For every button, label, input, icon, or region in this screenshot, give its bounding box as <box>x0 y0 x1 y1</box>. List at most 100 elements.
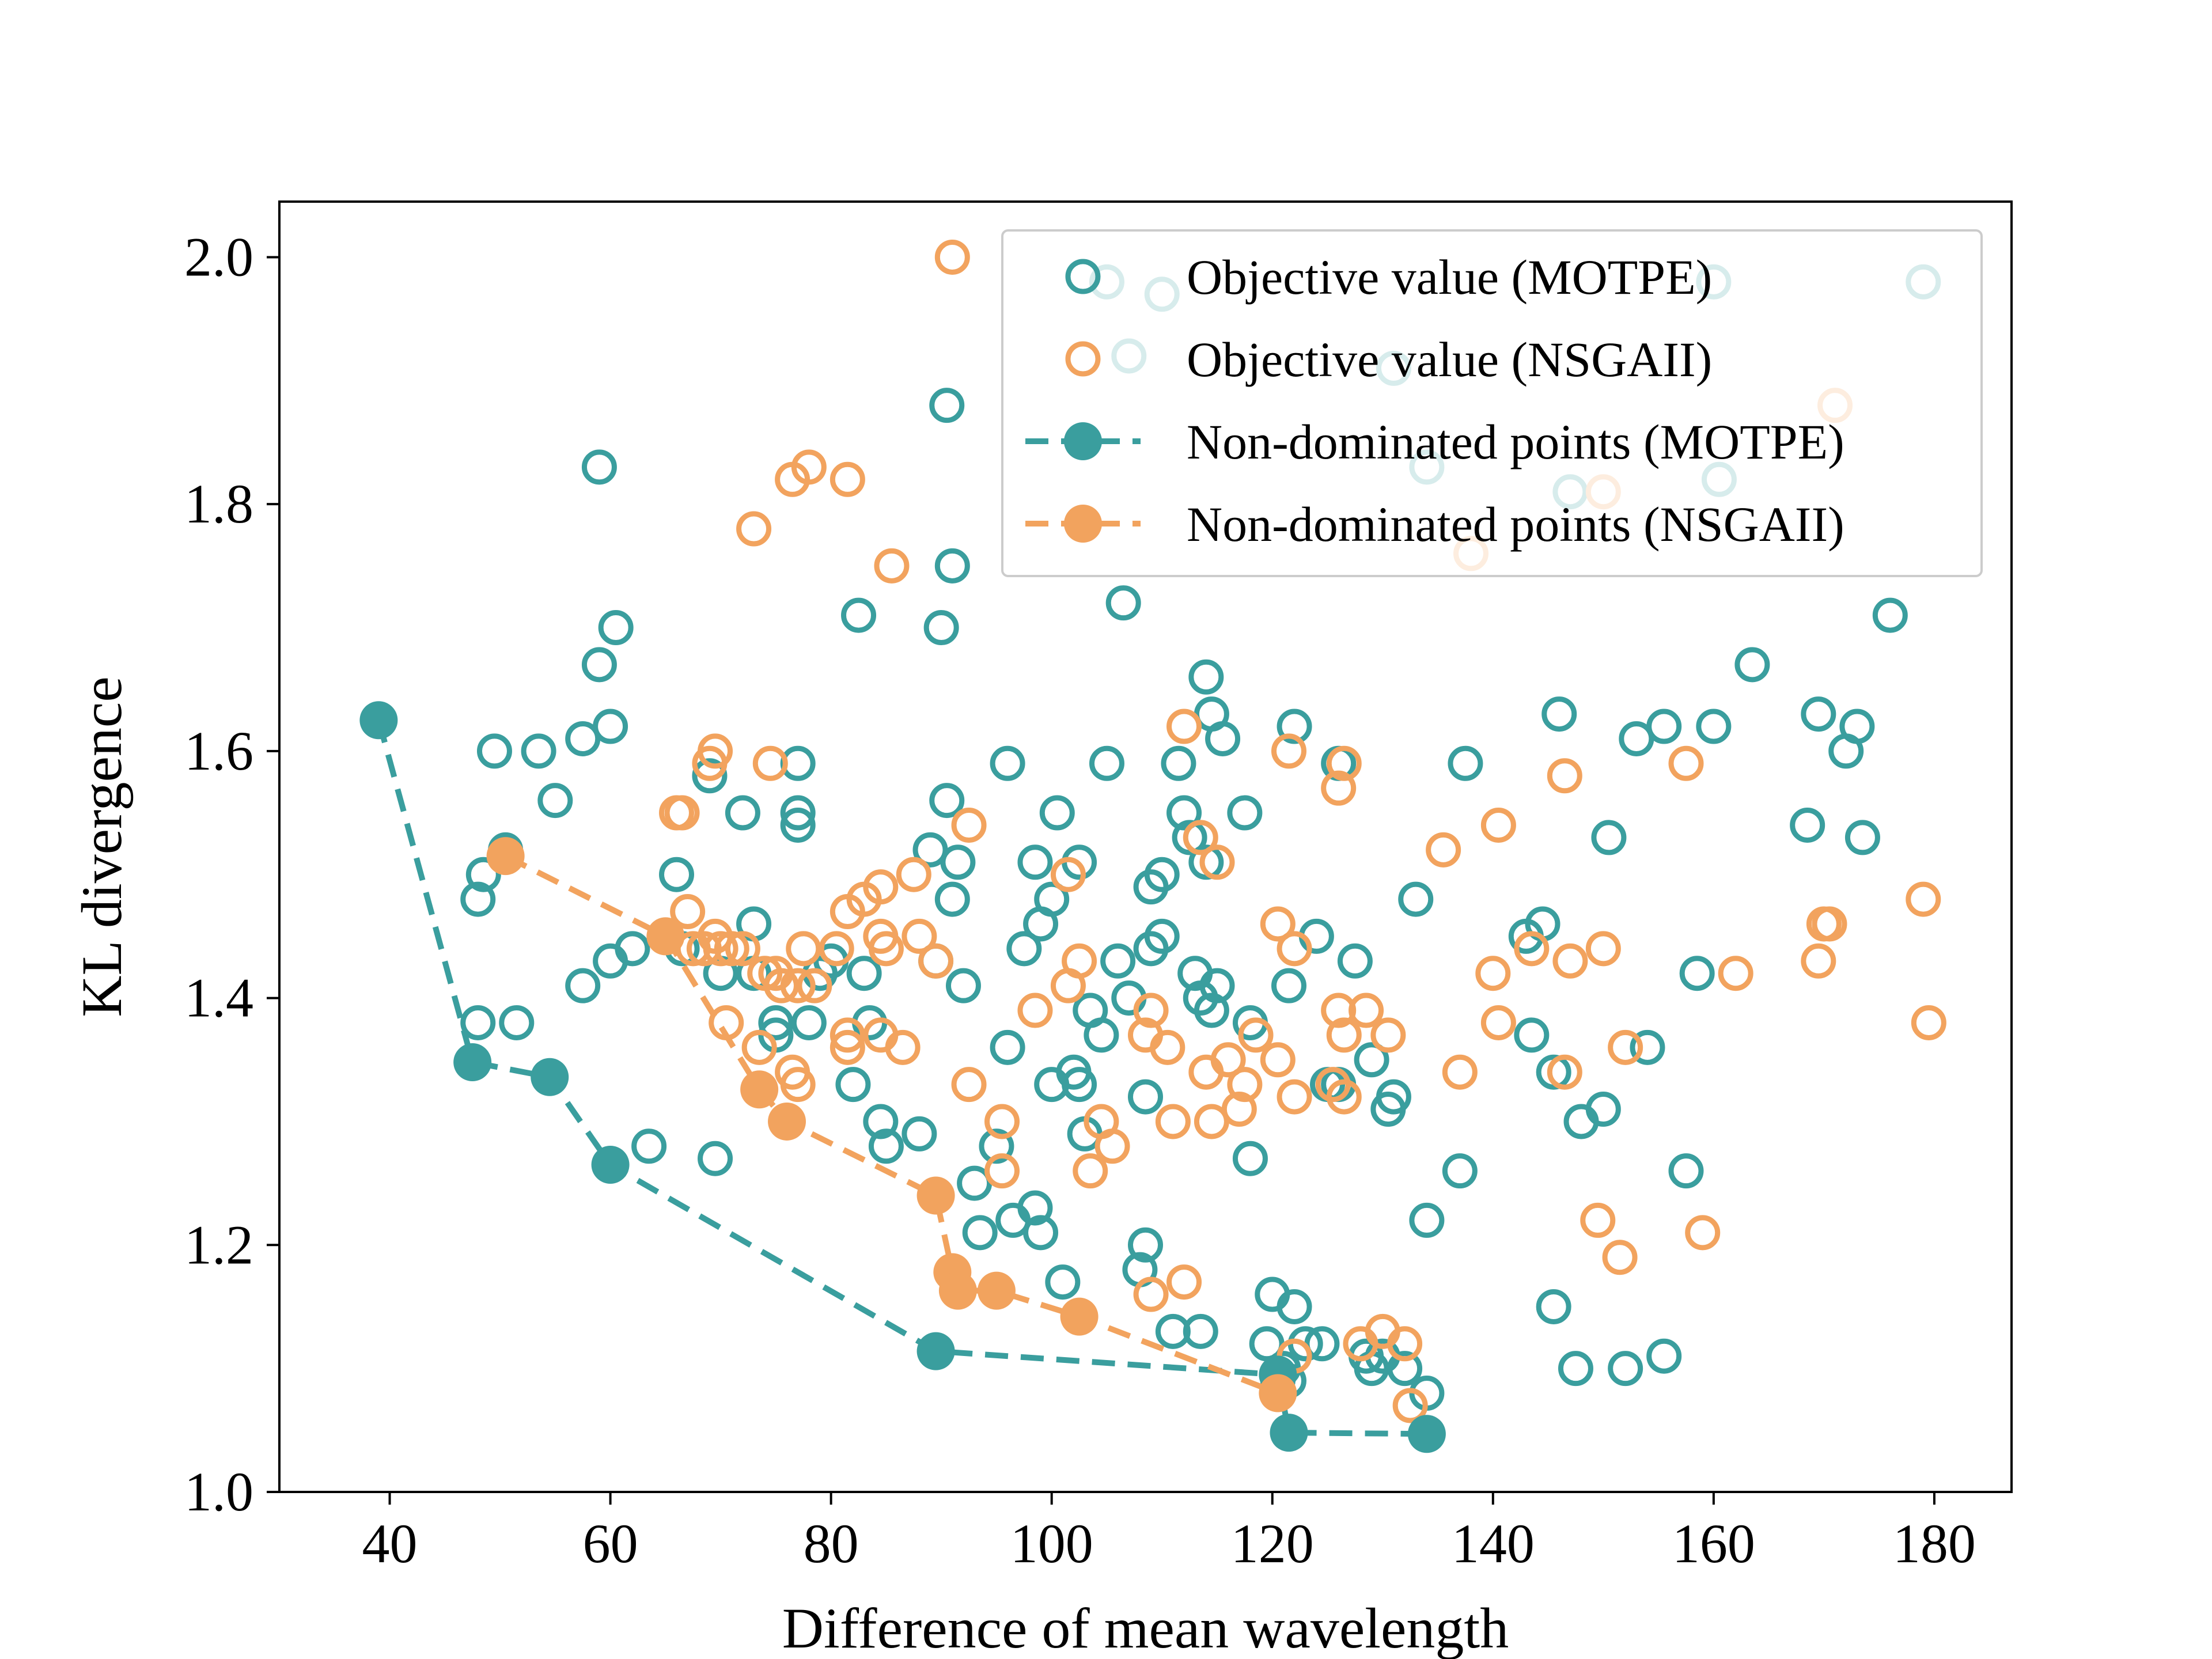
plot-area-frame <box>278 200 2013 1493</box>
data-point <box>957 1165 993 1201</box>
non-dominated-point <box>1060 1297 1099 1336</box>
data-point <box>1696 709 1732 744</box>
non-dominated-point <box>768 1102 806 1141</box>
data-point <box>780 968 816 1003</box>
data-point <box>1326 1017 1362 1053</box>
data-point <box>1580 1202 1616 1238</box>
non-dominated-point <box>453 1043 492 1082</box>
data-point <box>1906 881 1941 917</box>
data-point <box>984 1104 1020 1139</box>
data-point <box>725 931 760 967</box>
data-point <box>1337 943 1373 979</box>
data-point <box>1646 1338 1682 1374</box>
legend-entry: Objective value (NSGAII) <box>1065 332 1712 387</box>
x-tick-label: 100 <box>1010 1513 1093 1574</box>
data-point <box>929 783 965 819</box>
data-point <box>1685 1215 1721 1251</box>
data-point <box>1679 956 1715 991</box>
y-tick-label: 2.0 <box>184 226 253 287</box>
data-point <box>537 783 573 819</box>
data-point <box>1304 1326 1340 1362</box>
data-point <box>1034 881 1070 917</box>
data-point <box>885 1029 921 1065</box>
y-tick-label: 1.8 <box>184 473 253 535</box>
x-tick-label: 180 <box>1893 1513 1976 1574</box>
x-tick-label: 60 <box>583 1513 638 1574</box>
data-point <box>1734 647 1770 683</box>
data-point <box>1150 1029 1185 1065</box>
data-point <box>1585 1092 1621 1127</box>
legend-marker <box>1064 422 1102 460</box>
data-point <box>499 1005 535 1040</box>
data-point <box>835 1067 871 1103</box>
data-point <box>1536 1289 1571 1324</box>
data-point <box>940 844 976 880</box>
non-dominated-point <box>1270 1414 1308 1452</box>
non-dominated-point <box>359 701 398 740</box>
legend-label: Objective value (NSGAII) <box>1187 332 1712 387</box>
data-point <box>1812 906 1847 942</box>
data-point <box>929 388 965 423</box>
legend-marker <box>1064 505 1102 543</box>
data-point <box>1514 931 1550 967</box>
data-point <box>1475 956 1511 991</box>
data-point <box>631 1128 667 1164</box>
data-point <box>698 733 733 769</box>
data-point <box>1017 844 1053 880</box>
data-point <box>1188 659 1224 695</box>
data-point <box>1084 1017 1119 1053</box>
data-point <box>934 881 970 917</box>
data-point <box>1260 1042 1296 1078</box>
data-point <box>1144 918 1180 954</box>
data-point <box>819 931 854 967</box>
data-point <box>902 918 937 954</box>
x-tick-label: 120 <box>1231 1513 1314 1574</box>
data-point <box>1166 1264 1202 1300</box>
data-point <box>460 1005 496 1040</box>
legend-label: Non-dominated points (MOTPE) <box>1187 414 1844 469</box>
data-point <box>786 931 821 967</box>
data-point <box>1023 1215 1059 1251</box>
data-point <box>1161 745 1196 781</box>
data-point <box>1541 696 1577 732</box>
data-point <box>1547 758 1582 794</box>
legend-label: Objective value (MOTPE) <box>1187 249 1712 305</box>
data-point <box>1166 795 1202 831</box>
data-point <box>1801 943 1836 979</box>
data-point <box>990 1029 1025 1065</box>
data-point <box>615 931 650 967</box>
non-dominated-point <box>916 1176 955 1215</box>
data-point <box>670 894 706 930</box>
data-point <box>725 795 760 831</box>
legend-label: Non-dominated points (NSGAII) <box>1187 497 1844 552</box>
data-point <box>1558 1351 1593 1387</box>
data-point <box>1133 993 1169 1028</box>
data-point <box>780 795 816 831</box>
non-dominated-point <box>1259 1374 1297 1412</box>
x-tick-label: 80 <box>804 1513 859 1574</box>
data-point <box>1602 1240 1638 1275</box>
data-point <box>1326 1079 1362 1115</box>
data-point <box>1387 1326 1423 1362</box>
data-point <box>659 857 695 892</box>
data-point <box>1387 1351 1423 1387</box>
legend-box <box>1001 229 1983 577</box>
data-point <box>521 733 556 769</box>
data-point <box>1144 857 1180 892</box>
y-axis-title: KL divergence <box>70 676 134 1017</box>
data-point <box>1194 993 1229 1028</box>
data-point <box>1321 770 1357 806</box>
data-point <box>1183 1313 1218 1349</box>
data-point <box>1790 807 1825 843</box>
data-point <box>874 548 910 584</box>
data-point <box>1844 820 1880 855</box>
data-point <box>1668 1153 1704 1189</box>
data-point <box>868 931 904 967</box>
data-point <box>698 1141 733 1176</box>
y-tick-label: 1.2 <box>184 1214 253 1275</box>
data-point <box>934 548 970 584</box>
data-point <box>934 239 970 275</box>
data-point <box>1442 1054 1478 1090</box>
data-point <box>912 832 948 868</box>
